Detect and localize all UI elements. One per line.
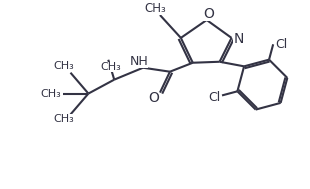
- Text: N: N: [233, 32, 244, 46]
- Text: CH₃: CH₃: [53, 61, 74, 71]
- Text: CH₃: CH₃: [40, 89, 61, 99]
- Text: NH: NH: [130, 55, 148, 68]
- Text: O: O: [203, 7, 214, 21]
- Text: Cl: Cl: [275, 38, 287, 51]
- Text: CH₃: CH₃: [144, 2, 166, 15]
- Text: Cl: Cl: [208, 91, 220, 104]
- Text: CH₃: CH₃: [53, 114, 74, 124]
- Text: CH₃: CH₃: [100, 62, 121, 72]
- Text: O: O: [148, 91, 159, 105]
